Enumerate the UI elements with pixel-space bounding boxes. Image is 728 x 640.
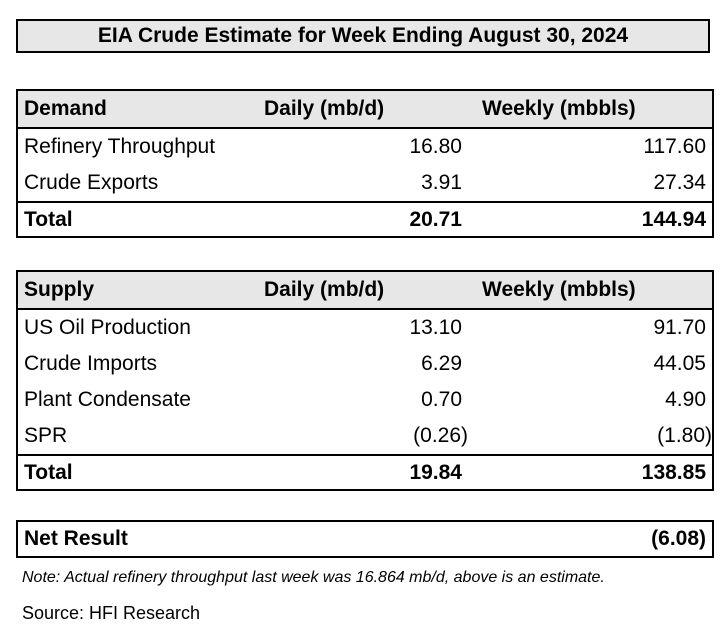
table-row: Crude Imports 6.29 44.05: [18, 346, 712, 382]
total-label: Total: [24, 207, 73, 231]
row-label: Crude Exports: [24, 171, 159, 194]
table-row: Crude Exports 3.91 27.34: [18, 165, 712, 201]
net-result-box: Net Result (6.08): [16, 520, 714, 558]
supply-table: Supply Daily (mb/d) Weekly (mbbls) US Oi…: [16, 270, 714, 491]
row-weekly: 4.90: [665, 388, 706, 411]
total-label: Total: [24, 460, 73, 484]
row-weekly: (1.80): [657, 424, 712, 447]
row-daily: 6.29: [421, 352, 462, 375]
footnote: Note: Actual refinery throughput last we…: [22, 569, 605, 586]
row-weekly: 91.70: [653, 316, 706, 339]
source-credit: Source: HFI Research: [22, 603, 201, 623]
row-weekly: 117.60: [643, 135, 706, 158]
supply-header-weekly: Weekly (mbbls): [482, 278, 636, 301]
row-label: Crude Imports: [24, 352, 158, 375]
row-daily: 3.91: [421, 171, 462, 194]
table-row: US Oil Production 13.10 91.70: [18, 310, 712, 346]
demand-header-daily: Daily (mb/d): [264, 97, 385, 120]
row-daily: (0.26): [413, 424, 468, 447]
demand-total-row: Total 20.71 144.94: [18, 201, 712, 236]
row-daily: 16.80: [409, 135, 462, 158]
table-row: Refinery Throughput 16.80 117.60: [18, 129, 712, 165]
total-weekly: 138.85: [641, 460, 706, 484]
row-daily: 13.10: [409, 316, 462, 339]
net-result-value: (6.08): [651, 527, 706, 550]
supply-header-row: Supply Daily (mb/d) Weekly (mbbls): [18, 272, 712, 310]
demand-table: Demand Daily (mb/d) Weekly (mbbls) Refin…: [16, 89, 714, 238]
row-label: Plant Condensate: [24, 388, 191, 411]
supply-total-row: Total 19.84 138.85: [18, 454, 712, 489]
demand-header-label: Demand: [24, 97, 107, 120]
demand-header-row: Demand Daily (mb/d) Weekly (mbbls): [18, 91, 712, 129]
supply-header-daily: Daily (mb/d): [264, 278, 385, 301]
total-weekly: 144.94: [641, 207, 706, 231]
supply-header-label: Supply: [24, 278, 95, 301]
row-weekly: 44.05: [653, 352, 706, 375]
total-daily: 19.84: [409, 460, 462, 484]
demand-header-weekly: Weekly (mbbls): [482, 97, 636, 120]
total-daily: 20.71: [409, 207, 462, 231]
row-weekly: 27.34: [653, 171, 706, 194]
row-label: Refinery Throughput: [24, 135, 216, 158]
net-result-label: Net Result: [24, 527, 128, 550]
report-title: EIA Crude Estimate for Week Ending Augus…: [16, 19, 710, 53]
row-daily: 0.70: [421, 388, 462, 411]
table-row: Plant Condensate 0.70 4.90: [18, 382, 712, 418]
table-row: SPR (0.26) (1.80): [18, 418, 712, 454]
row-label: US Oil Production: [24, 316, 191, 339]
row-label: SPR: [24, 424, 68, 447]
